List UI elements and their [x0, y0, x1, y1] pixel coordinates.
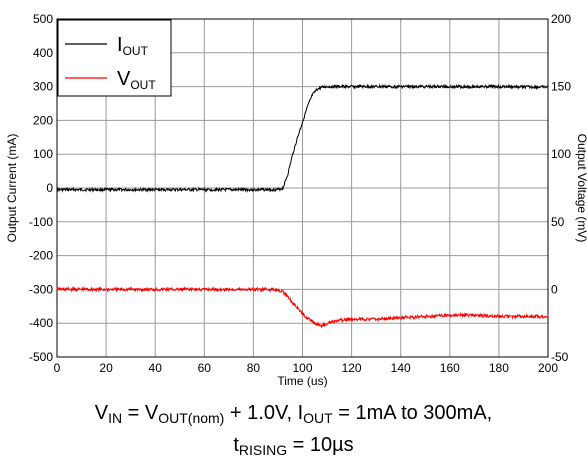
caption-subscript: IN: [108, 410, 123, 426]
y-right-tick-label: 200: [551, 12, 571, 26]
caption-subscript: RISING: [238, 442, 288, 458]
y-left-tick-label: -500: [29, 350, 53, 364]
series-line-v-out: [56, 285, 549, 329]
legend-label: VOUT: [117, 68, 156, 92]
y-right-tick-label: 100: [551, 147, 571, 161]
plot-frame: [56, 18, 549, 358]
caption-text: = V: [122, 402, 159, 424]
y-left-tick-label: -200: [29, 249, 53, 263]
y-right-tick-label: -50: [551, 350, 569, 364]
caption-text: = 10µs: [287, 434, 354, 456]
x-tick-label: 60: [198, 361, 212, 375]
x-axis-label: Time (us): [277, 374, 327, 388]
y-left-tick-label: 100: [33, 147, 53, 161]
caption-text: = 1mA to 300mA,: [332, 402, 493, 424]
x-tick-label: 180: [489, 361, 509, 375]
x-tick-label: 200: [538, 361, 558, 375]
x-tick-label: 20: [99, 361, 113, 375]
y-left-tick-label: 500: [33, 12, 53, 26]
chart-svg: 0 20 40 60 80 100 120 140 160 180 200-500-400-300-…: [5, 12, 587, 388]
tick-labels: 0 20 40 60 80 100 120 140 160 180 200-500-400-300-…: [29, 12, 571, 375]
x-tick-label: 0: [54, 361, 61, 375]
y-right-tick-label: 0: [551, 282, 558, 296]
y-left-tick-label: 0: [46, 181, 53, 195]
y-left-tick-label: 200: [33, 113, 53, 127]
y-axis-label-right: Output Voltage (mV): [575, 134, 587, 243]
y-left-tick-label: -300: [29, 282, 53, 296]
caption-text: t: [233, 434, 239, 456]
x-tick-label: 140: [391, 361, 411, 375]
caption-text: + 1.0V, I: [224, 402, 304, 424]
series-line-i-out: [56, 83, 549, 193]
x-tick-label: 120: [342, 361, 362, 375]
caption-subscript: OUT: [303, 410, 333, 426]
y-left-tick-label: 300: [33, 80, 53, 94]
x-tick-label: 40: [149, 361, 163, 375]
legend-box: [57, 19, 172, 97]
x-tick-label: 80: [247, 361, 261, 375]
caption-subscript: OUT(nom): [158, 410, 225, 426]
y-left-tick-label: -400: [29, 316, 53, 330]
y-left-tick-label: 400: [33, 46, 53, 60]
caption-line-1: VIN = VOUT(nom) + 1.0V, IOUT = 1mA to 30…: [0, 396, 587, 435]
y-left-tick-label: -100: [29, 215, 53, 229]
series-layer: [56, 83, 549, 329]
legend-label: IOUT: [117, 34, 149, 58]
y-axis-label-left: Output Current (mA): [5, 134, 19, 243]
caption-text: V: [94, 402, 109, 424]
caption-line-2: tRISING = 10µs: [0, 428, 587, 467]
y-right-tick-label: 50: [551, 215, 565, 229]
y-right-tick-label: 150: [551, 80, 571, 94]
x-tick-label: 160: [440, 361, 460, 375]
x-tick-label: 100: [292, 361, 312, 375]
legend: IOUT VOUT: [57, 19, 172, 97]
